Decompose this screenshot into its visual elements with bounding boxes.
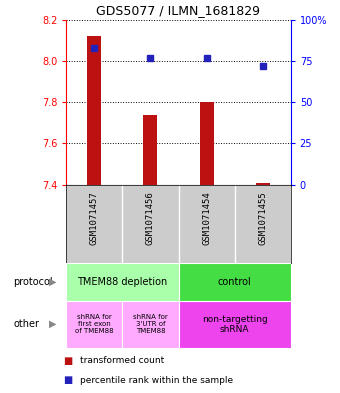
- Bar: [143, 115, 157, 185]
- Text: ▶: ▶: [49, 319, 56, 329]
- Bar: [178, 263, 291, 301]
- Text: protocol: protocol: [14, 277, 53, 287]
- Text: shRNA for
first exon
of TMEM88: shRNA for first exon of TMEM88: [75, 314, 114, 334]
- Text: GSM1071456: GSM1071456: [146, 191, 155, 245]
- Text: ■: ■: [63, 356, 72, 365]
- Text: GSM1071457: GSM1071457: [90, 191, 99, 245]
- Text: ■: ■: [63, 375, 72, 385]
- Text: GSM1071455: GSM1071455: [258, 191, 267, 245]
- Bar: [122, 301, 178, 348]
- Bar: [256, 183, 270, 185]
- Text: shRNA for
3'UTR of
TMEM88: shRNA for 3'UTR of TMEM88: [133, 314, 168, 334]
- Text: transformed count: transformed count: [80, 356, 164, 365]
- Bar: [66, 301, 122, 348]
- Text: percentile rank within the sample: percentile rank within the sample: [80, 376, 233, 385]
- Bar: [200, 102, 214, 185]
- Text: TMEM88 depletion: TMEM88 depletion: [77, 277, 168, 287]
- Text: ▶: ▶: [49, 277, 56, 287]
- Text: control: control: [218, 277, 252, 287]
- Text: GSM1071454: GSM1071454: [202, 191, 211, 245]
- Bar: [178, 301, 291, 348]
- Title: GDS5077 / ILMN_1681829: GDS5077 / ILMN_1681829: [97, 4, 260, 17]
- Bar: [66, 263, 178, 301]
- Text: non-targetting
shRNA: non-targetting shRNA: [202, 314, 268, 334]
- Bar: [87, 36, 101, 185]
- Text: other: other: [14, 319, 39, 329]
